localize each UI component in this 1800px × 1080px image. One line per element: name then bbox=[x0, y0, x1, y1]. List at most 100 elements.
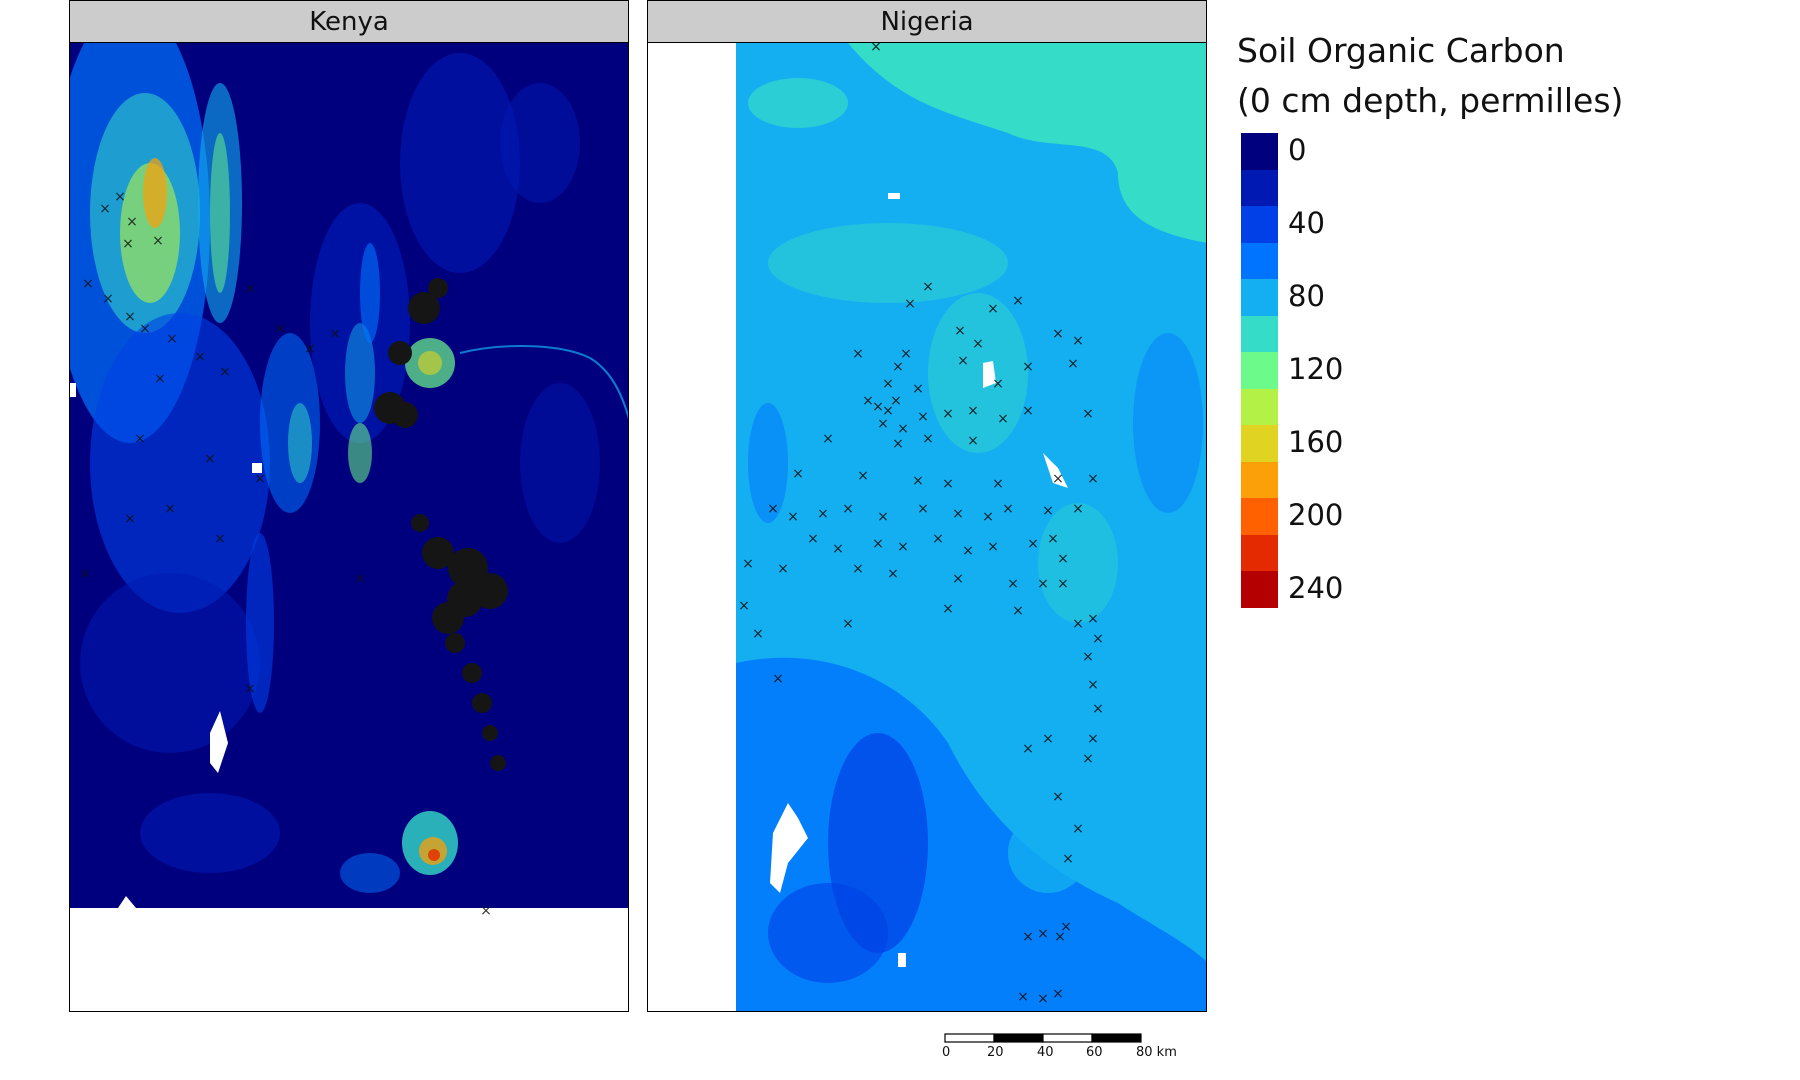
sample-point-marker: × bbox=[1022, 359, 1034, 375]
sample-point-marker: × bbox=[882, 376, 894, 392]
sample-point-marker: × bbox=[882, 403, 894, 419]
sample-point-marker: × bbox=[126, 214, 138, 230]
sample-point-marker: × bbox=[204, 451, 216, 467]
sample-point-marker: × bbox=[912, 473, 924, 489]
sample-point-marker: × bbox=[152, 233, 164, 249]
sample-point-marker: × bbox=[942, 601, 954, 617]
legend-label: 240 bbox=[1288, 571, 1344, 605]
legend-label: 40 bbox=[1288, 206, 1325, 240]
sample-point-marker: × bbox=[997, 411, 1009, 427]
sample-point-marker: × bbox=[166, 331, 178, 347]
sample-point-marker: × bbox=[982, 509, 994, 525]
sample-point-marker: × bbox=[304, 341, 316, 357]
legend-swatch bbox=[1241, 425, 1278, 462]
sample-point-marker: × bbox=[1037, 991, 1049, 1007]
sample-point-marker: × bbox=[1057, 551, 1069, 567]
sample-point-marker: × bbox=[904, 296, 916, 312]
sample-point-marker: × bbox=[1087, 471, 1099, 487]
soc-raster-kenya: × × × × × × × × × × × × × × × × × × × × … bbox=[70, 43, 628, 1011]
sample-point-marker: × bbox=[842, 501, 854, 517]
sample-point-marker: × bbox=[992, 376, 1004, 392]
scale-bar-label: 20 bbox=[987, 1045, 1004, 1060]
legend-label: 0 bbox=[1288, 133, 1307, 167]
sample-point-marker: × bbox=[972, 336, 984, 352]
sample-point-marker: × bbox=[1042, 503, 1054, 519]
sample-point-marker: × bbox=[254, 471, 266, 487]
sample-point-marker: × bbox=[917, 501, 929, 517]
sample-point-marker: × bbox=[1092, 701, 1104, 717]
sample-point-marker: × bbox=[99, 201, 111, 217]
sample-point-marker: × bbox=[912, 381, 924, 397]
sample-point-marker: × bbox=[777, 561, 789, 577]
scale-bar bbox=[944, 1033, 1142, 1043]
sample-point-marker: × bbox=[900, 346, 912, 362]
sample-point-marker: × bbox=[214, 531, 226, 547]
sample-point-marker: × bbox=[967, 403, 979, 419]
sample-point-marker: × bbox=[917, 409, 929, 425]
sample-point-marker: × bbox=[1087, 677, 1099, 693]
legend-swatch bbox=[1241, 206, 1278, 243]
sample-point-marker: × bbox=[857, 468, 869, 484]
legend-color-bar bbox=[1241, 133, 1278, 608]
legend-swatch bbox=[1241, 279, 1278, 316]
legend-swatch bbox=[1241, 315, 1278, 352]
sample-points-nigeria: × × × × × × × × × × × × × × × × × × × × … bbox=[738, 43, 1104, 1007]
sample-point-marker: × bbox=[852, 346, 864, 362]
sample-point-marker: × bbox=[957, 353, 969, 369]
legend-swatch bbox=[1241, 461, 1278, 498]
sample-point-marker: × bbox=[752, 626, 764, 642]
sample-point-marker: × bbox=[480, 903, 492, 919]
sample-point-marker: × bbox=[1047, 531, 1059, 547]
sample-point-marker: × bbox=[124, 511, 136, 527]
sample-point-marker: × bbox=[139, 321, 151, 337]
sample-point-marker: × bbox=[872, 399, 884, 415]
sample-point-marker: × bbox=[932, 531, 944, 547]
sample-point-marker: × bbox=[1007, 576, 1019, 592]
sample-point-marker: × bbox=[922, 279, 934, 295]
sample-point-marker: × bbox=[1017, 989, 1029, 1005]
legend-label: 120 bbox=[1288, 352, 1344, 386]
sample-point-marker: × bbox=[962, 543, 974, 559]
sample-points-kenya: × × × × × × × × × × × × × × × × × × × × … bbox=[79, 189, 492, 919]
sample-point-marker: × bbox=[1060, 919, 1072, 935]
sample-point-marker: × bbox=[787, 509, 799, 525]
sample-point-marker: × bbox=[987, 539, 999, 555]
legend-label: 80 bbox=[1288, 279, 1325, 313]
sample-point-marker: × bbox=[767, 501, 779, 517]
sample-point-marker: × bbox=[817, 506, 829, 522]
panel-label-nigeria: Nigeria bbox=[880, 6, 974, 37]
legend-swatch bbox=[1241, 571, 1278, 608]
legend: Soil Organic Carbon (0 cm depth, permill… bbox=[1237, 26, 1623, 126]
sample-point-marker: × bbox=[922, 431, 934, 447]
sample-point-marker: × bbox=[967, 433, 979, 449]
legend-title: Soil Organic Carbon bbox=[1237, 31, 1565, 70]
sample-point-marker: × bbox=[1052, 326, 1064, 342]
sample-point-marker: × bbox=[124, 309, 136, 325]
sample-point-marker: × bbox=[219, 364, 231, 380]
legend-label: 160 bbox=[1288, 425, 1344, 459]
sample-point-marker: × bbox=[897, 539, 909, 555]
sample-point-marker: × bbox=[1027, 536, 1039, 552]
legend-swatch bbox=[1241, 534, 1278, 571]
legend-swatch bbox=[1241, 498, 1278, 535]
scale-bar-label: 60 bbox=[1086, 1045, 1103, 1060]
sample-point-marker: × bbox=[1022, 741, 1034, 757]
sample-point-marker: × bbox=[1072, 821, 1084, 837]
sample-point-marker: × bbox=[1022, 403, 1034, 419]
sample-point-marker: × bbox=[942, 406, 954, 422]
legend-subtitle: (0 cm depth, permilles) bbox=[1237, 81, 1624, 120]
sample-point-marker: × bbox=[952, 506, 964, 522]
sample-point-marker: × bbox=[877, 416, 889, 432]
sample-point-marker: × bbox=[842, 616, 854, 632]
panel-strip-nigeria: Nigeria bbox=[648, 1, 1206, 43]
sample-point-marker: × bbox=[1022, 929, 1034, 945]
legend-swatch bbox=[1241, 352, 1278, 389]
legend-swatch bbox=[1241, 169, 1278, 206]
sample-point-marker: × bbox=[1057, 576, 1069, 592]
sample-point-marker: × bbox=[79, 566, 91, 582]
sample-point-marker: × bbox=[877, 509, 889, 525]
legend-swatch bbox=[1241, 133, 1278, 170]
sample-point-marker: × bbox=[1082, 406, 1094, 422]
map-panel-nigeria: Nigeria × × × × × × × × × × bbox=[647, 0, 1207, 1012]
sample-point-marker: × bbox=[822, 431, 834, 447]
